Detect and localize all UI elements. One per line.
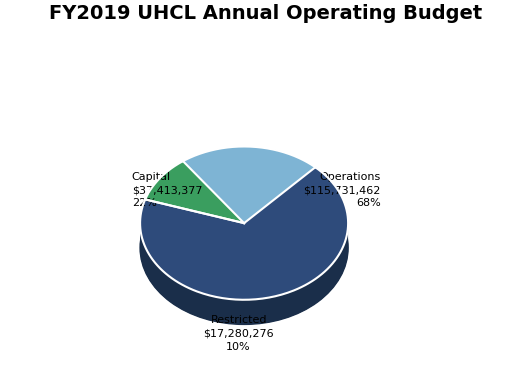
Polygon shape <box>145 161 244 223</box>
Polygon shape <box>140 167 348 300</box>
Polygon shape <box>140 220 348 324</box>
Text: Capital
$37,413,377
22%: Capital $37,413,377 22% <box>132 172 202 208</box>
Polygon shape <box>183 147 315 223</box>
Text: Operations
$115,731,462
68%: Operations $115,731,462 68% <box>304 172 381 208</box>
Ellipse shape <box>140 171 348 324</box>
Text: Restricted
$17,280,276
10%: Restricted $17,280,276 10% <box>203 315 274 352</box>
Title: FY2019 UHCL Annual Operating Budget: FY2019 UHCL Annual Operating Budget <box>49 4 483 23</box>
